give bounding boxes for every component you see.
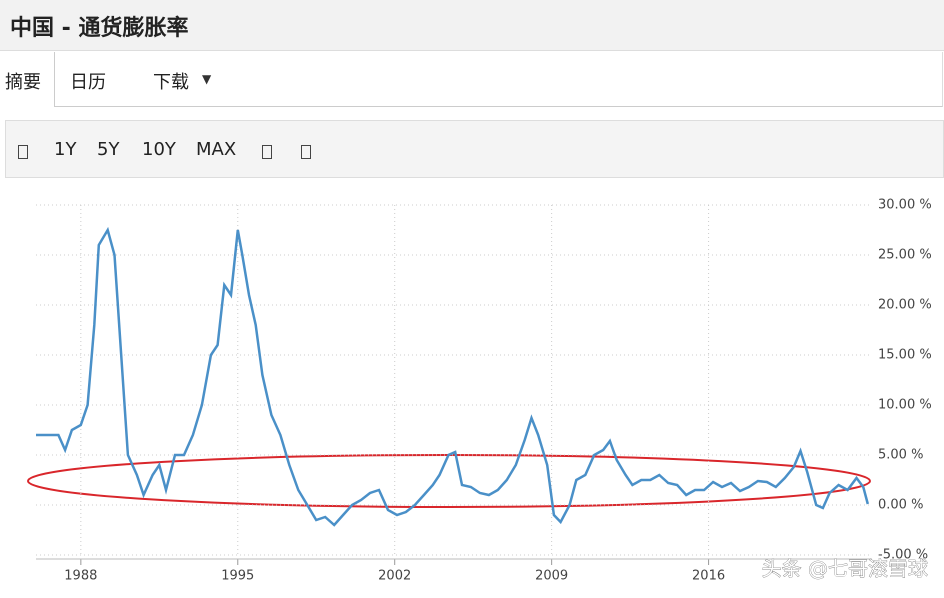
x-tick-label: 2016 bbox=[692, 569, 725, 584]
tab[interactable]: 日历 bbox=[70, 72, 106, 93]
icon[interactable] bbox=[301, 145, 311, 159]
y-tick-label: 30.00 % bbox=[878, 198, 932, 213]
y-tick-label: 20.00 % bbox=[878, 298, 932, 313]
range-button[interactable]: 5Y bbox=[97, 139, 120, 160]
range-button[interactable]: 1Y bbox=[54, 139, 77, 160]
highlight-ellipse bbox=[27, 454, 871, 508]
range-button[interactable]: 10Y bbox=[142, 139, 176, 160]
y-tick-label: -5.00 % bbox=[878, 548, 928, 563]
x-tick-label: 1995 bbox=[221, 569, 254, 584]
y-tick-label: 15.00 % bbox=[878, 348, 932, 363]
dropdown-caret: ▼ bbox=[202, 72, 212, 86]
range-button[interactable]: MAX bbox=[196, 139, 237, 160]
tab[interactable]: 摘要 bbox=[5, 72, 41, 93]
icon[interactable] bbox=[18, 145, 28, 159]
toolbar: 1Y 5Y 10Y MAX bbox=[5, 120, 944, 178]
y-tick-label: 5.00 % bbox=[878, 448, 923, 463]
x-tick-label: 2002 bbox=[378, 569, 411, 584]
tab[interactable]: 下载 bbox=[153, 72, 189, 93]
header: 中国 - 通货膨胀率 bbox=[0, 0, 944, 51]
tab-bar: 摘要 日历 下载 ▼ bbox=[0, 52, 943, 107]
active-tab-bg bbox=[0, 52, 55, 107]
x-tick-label: 2009 bbox=[535, 569, 568, 584]
watermark: 头条 @七哥滚雪球 bbox=[762, 557, 928, 581]
y-tick-label: 10.00 % bbox=[878, 398, 932, 413]
page-title: 中国 - 通货膨胀率 bbox=[10, 16, 189, 41]
y-tick-label: 0.00 % bbox=[878, 498, 923, 513]
icon[interactable] bbox=[262, 145, 272, 159]
y-tick-label: 25.00 % bbox=[878, 248, 932, 263]
x-tick-label: 1988 bbox=[64, 569, 97, 584]
line bbox=[36, 226, 870, 527]
